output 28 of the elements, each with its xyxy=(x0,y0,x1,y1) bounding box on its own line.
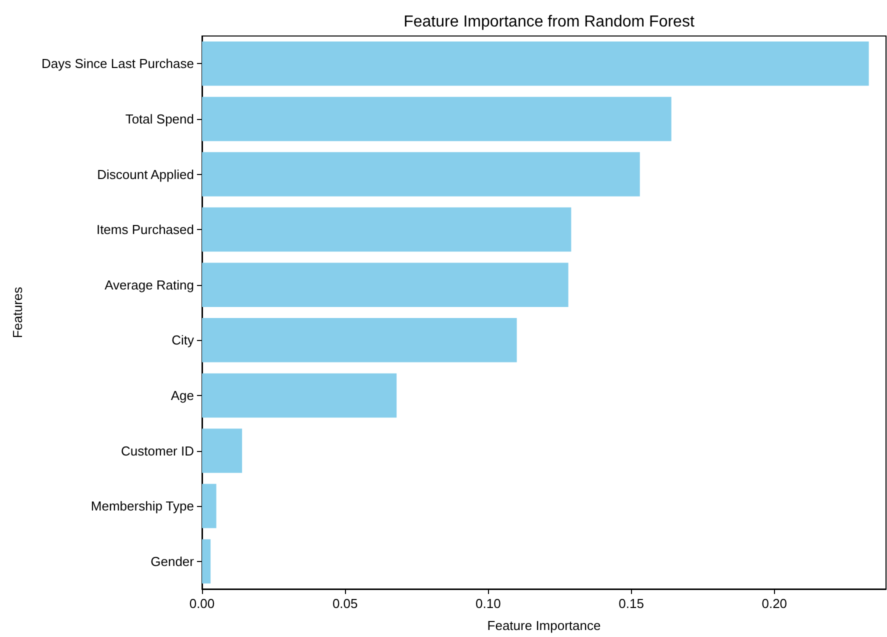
bar xyxy=(202,207,572,252)
y-tick-label: Gender xyxy=(150,554,195,569)
x-tick-label: 0.00 xyxy=(189,596,215,611)
x-tick-label: 0.10 xyxy=(476,596,501,611)
bar xyxy=(202,262,568,307)
bar xyxy=(202,373,397,418)
bar xyxy=(202,42,869,86)
y-tick-label: Items Purchased xyxy=(96,222,194,238)
y-tick-label: Membership Type xyxy=(90,498,194,514)
x-tick-label: 0.15 xyxy=(618,596,644,611)
x-tick-label: 0.05 xyxy=(332,596,358,611)
y-tick-label: Total Spend xyxy=(125,111,194,126)
bar xyxy=(202,96,672,142)
chart-title: Feature Importance from Random Forest xyxy=(404,14,695,30)
bar xyxy=(202,484,216,528)
y-tick-label: Customer ID xyxy=(121,443,194,458)
bar xyxy=(202,428,242,473)
y-tick-label: Discount Applied xyxy=(97,166,194,182)
y-tick-label: Days Since Last Purchase xyxy=(42,56,194,72)
x-axis-title: Feature Importance xyxy=(487,618,601,633)
bar xyxy=(202,318,517,362)
bar xyxy=(202,539,211,584)
y-tick-label: Average Rating xyxy=(104,277,194,292)
x-tick-label: 0.20 xyxy=(762,596,788,611)
y-tick-label: City xyxy=(172,332,194,348)
bar xyxy=(202,152,640,196)
y-axis-title: Features xyxy=(10,286,25,338)
y-tick-label: Age xyxy=(170,388,194,403)
